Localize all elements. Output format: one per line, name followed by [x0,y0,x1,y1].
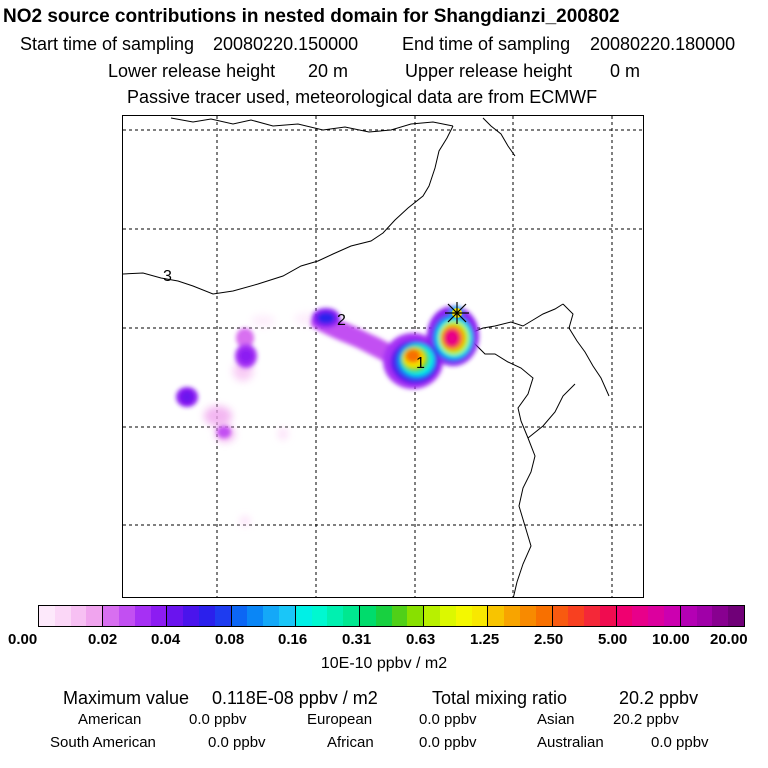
colorbar-segment [535,606,553,626]
contrib-value: 0.0 ppbv [208,734,266,751]
map-panel: 1 2 3 [122,115,644,598]
contrib-value: 0.0 ppbv [419,711,477,728]
max-value: 0.118E-08 ppbv / m2 [212,688,378,708]
map-gridlines [123,116,643,597]
colorbar-segment [488,606,505,626]
colorbar-segment [471,606,489,626]
colorbar-tick: 0.16 [278,631,308,648]
contrib-region: American [78,711,142,728]
colorbar-tick: 0.31 [342,631,372,648]
colorbar-tick: 10.00 [652,631,690,648]
colorbar-segment [231,606,248,626]
start-time-value: 20080220.150000 [213,34,359,54]
contrib-region: Australian [537,734,604,751]
colorbar-tick: 0.02 [88,631,118,648]
colorbar-segment [407,606,425,626]
contrib-value: 0.0 ppbv [189,711,247,728]
contrib-value: 0.0 ppbv [651,734,709,751]
colorbar-segment [327,606,344,626]
contrib-region: European [307,711,373,728]
contrib-region: African [327,734,374,751]
colorbar-segment [198,606,215,626]
contrib-value: 20.2 ppbv [613,711,679,728]
contrib-region: South American [50,734,156,751]
colorbar-unit: 10E-10 ppbv / m2 [320,655,448,672]
colorbar-segment [150,606,168,626]
colorbar-segment [183,606,199,626]
upper-height-value: 0 m [610,61,641,81]
colorbar-segment [552,606,569,626]
region-label-3: 3 [163,268,172,285]
lower-height-value: 20 m [308,61,349,81]
region-label-2: 2 [337,312,346,329]
colorbar-segment [134,606,151,626]
colorbar-segment [375,606,392,626]
colorbar-tick: 0.08 [215,631,245,648]
colorbar-segment [680,606,697,626]
colorbar-segment [455,606,472,626]
colorbar-segment [278,606,296,626]
max-value-label: Maximum value [63,688,190,708]
colorbar-tick: 0.63 [406,631,436,648]
colorbar-segment [664,606,681,626]
end-time-value: 20080220.180000 [590,34,736,54]
colorbar-segment [712,606,729,626]
receptor-marker [445,302,469,324]
colorbar-tick: 20.00 [710,631,748,648]
contrib-region: Asian [537,711,575,728]
colorbar-segment [311,606,328,626]
colorbar-segment [167,606,184,626]
upper-height-label: Upper release height [405,61,573,81]
concentration-plume [176,306,479,526]
colorbar-segment [295,606,312,626]
colorbar-segment [568,606,585,626]
colorbar-tick: 0.00 [8,631,38,648]
lower-height-label: Lower release height [108,61,276,81]
colorbar-segment [599,606,617,626]
colorbar-tick: 0.04 [151,631,181,648]
colorbar-tick: 5.00 [598,631,628,648]
colorbar-segment [728,606,745,626]
colorbar-segment [103,606,119,626]
colorbar-segment [616,606,633,626]
tracer-note: Passive tracer used, meteorological data… [127,87,598,107]
end-time-label: End time of sampling [402,34,571,54]
colorbar [38,605,745,627]
total-mixing-label: Total mixing ratio [432,688,568,708]
colorbar-segment [247,606,264,626]
colorbar-segment [424,606,440,626]
colorbar-segment [696,606,713,626]
region-label-1: 1 [416,355,425,372]
colorbar-segment [359,606,376,626]
colorbar-segment [439,606,456,626]
colorbar-segment [504,606,520,626]
colorbar-segment [70,606,87,626]
colorbar-segment [632,606,649,626]
colorbar-segment [584,606,600,626]
colorbar-segment [263,606,279,626]
colorbar-segment [39,606,55,626]
colorbar-segment [648,606,665,626]
colorbar-segment [391,606,408,626]
colorbar-segment [118,606,135,626]
total-mixing-value: 20.2 ppbv [619,688,699,708]
colorbar-tick: 2.50 [534,631,564,648]
chart-title: NO2 source contributions in nested domai… [3,6,620,27]
colorbar-segment [343,606,360,626]
colorbar-segment [214,606,232,626]
colorbar-tick: 1.25 [470,631,500,648]
colorbar-segment [519,606,536,626]
map-boundaries [123,117,610,597]
colorbar-segment [54,606,71,626]
start-time-label: Start time of sampling [20,34,195,54]
contrib-value: 0.0 ppbv [419,734,477,751]
map-canvas: 1 2 3 [123,116,643,597]
colorbar-segment [86,606,104,626]
